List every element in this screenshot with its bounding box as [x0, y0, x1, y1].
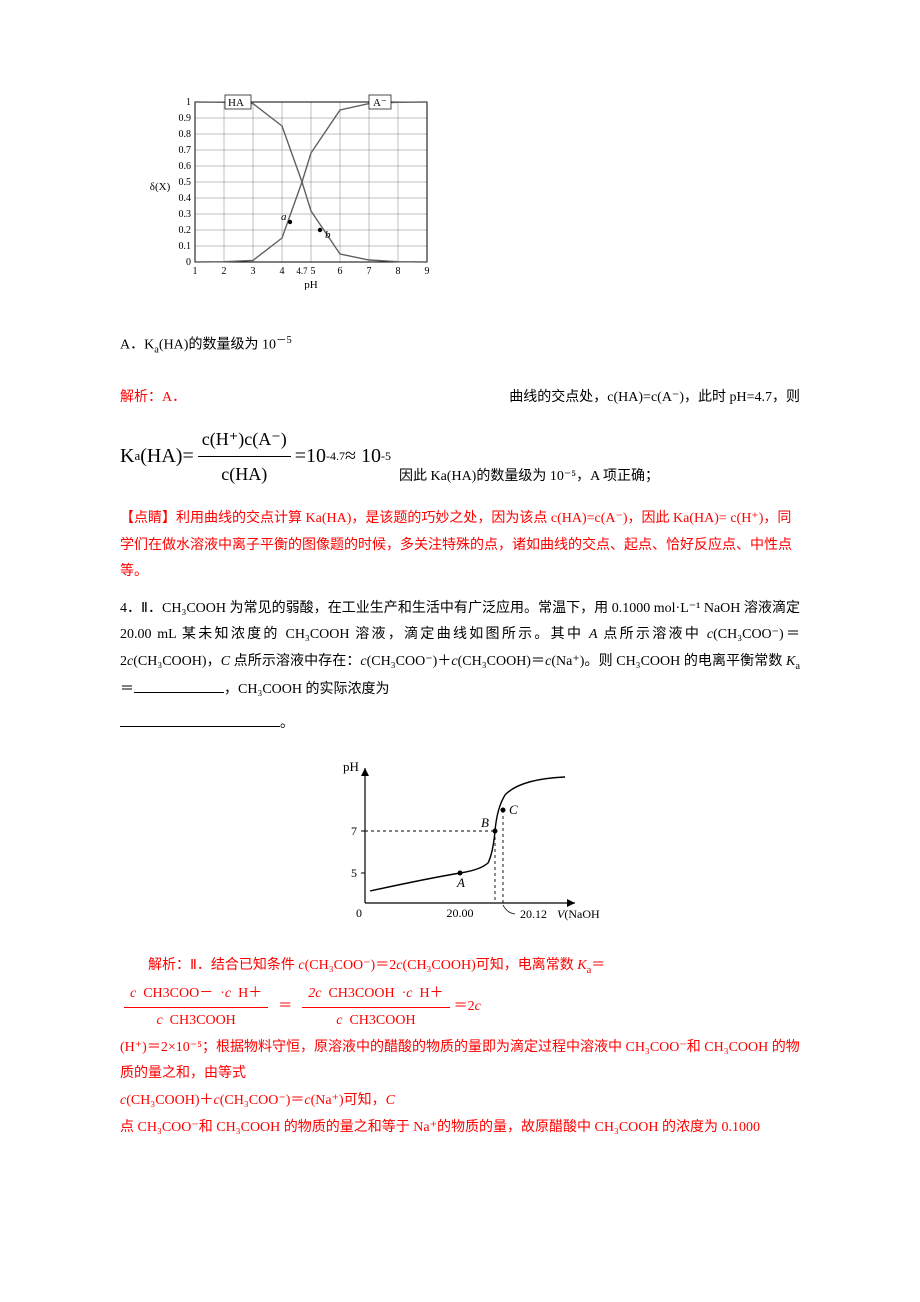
label-a-minus: A⁻ [373, 97, 387, 109]
svg-text:0.5: 0.5 [179, 177, 192, 188]
ka-fraction-1: c CH3COO－ ·c H＋ c CH3COOH [124, 981, 268, 1035]
point-b-label: b [325, 229, 331, 241]
ka-formula-row: Ka (HA)= c(H⁺)c(A⁻) c(HA) =10-4.7 ≈ 10-5… [120, 422, 800, 491]
fraction-vs-ph-chart: HA A⁻ a b 0 0.1 0.2 0.3 0.4 0.5 0.6 [150, 90, 450, 290]
svg-text:0.3: 0.3 [179, 209, 192, 220]
svg-text:0: 0 [186, 257, 191, 268]
svg-text:6: 6 [338, 266, 343, 277]
solution-header: 解析：A． 曲线的交点处，c(HA)=c(A⁻)，此时 pH=4.7，则 [120, 385, 800, 412]
svg-text:2: 2 [222, 266, 227, 277]
svg-text:0.8: 0.8 [179, 129, 192, 140]
chart1-container: HA A⁻ a b 0 0.1 0.2 0.3 0.4 0.5 0.6 [150, 90, 800, 301]
ka-formula: Ka (HA)= c(H⁺)c(A⁻) c(HA) =10-4.7 ≈ 10-5 [120, 422, 391, 491]
titration-point-b: B [481, 815, 489, 830]
x-tick-4-7: 4.7 [296, 266, 308, 276]
solution-2: 解析：Ⅱ．结合已知条件 c(CH₃COO⁻)＝2c(CH₃COOH)可知，电离常… [120, 953, 800, 1141]
svg-text:8: 8 [396, 266, 401, 277]
svg-text:20.00: 20.00 [447, 906, 474, 920]
svg-text:0.9: 0.9 [179, 113, 192, 124]
svg-text:1: 1 [186, 97, 191, 108]
svg-text:5: 5 [311, 266, 316, 277]
svg-text:1: 1 [193, 266, 198, 277]
ka-fraction-2: 2c CH3COOH ·c H＋ c CH3COOH [302, 981, 449, 1035]
point-a-label: a [281, 211, 287, 223]
formula-tail: 因此 Ka(HA)的数量级为 10⁻⁵，A 项正确； [399, 464, 659, 491]
titration-curve [370, 777, 565, 891]
svg-text:0.2: 0.2 [179, 225, 192, 236]
question-4: 4．Ⅱ．CH₃COOH 为常见的弱酸，在工业生产和生活中有广泛应用。常温下，用 … [120, 596, 800, 704]
svg-text:20.12: 20.12 [520, 907, 547, 921]
y-axis-label: δ(X) [150, 181, 171, 193]
question-4-blank-line: 。 [120, 711, 800, 738]
x-axis-label: pH [304, 279, 318, 290]
svg-text:7: 7 [367, 266, 372, 277]
svg-text:7: 7 [351, 824, 357, 838]
svg-text:0.7: 0.7 [179, 145, 192, 156]
svg-text:4: 4 [280, 266, 285, 277]
option-a: A．Ka(HA)的数量级为 10－5 [120, 331, 800, 360]
titration-point-c: C [509, 802, 518, 817]
solution-label: 解析：A． [120, 385, 186, 412]
document-page: HA A⁻ a b 0 0.1 0.2 0.3 0.4 0.5 0.6 [0, 0, 920, 1302]
svg-text:3: 3 [251, 266, 256, 277]
svg-text:0.6: 0.6 [179, 161, 192, 172]
hint-label: 【点睛】 [120, 511, 176, 526]
titration-y-label: pH [343, 759, 359, 774]
svg-text:0.1: 0.1 [179, 241, 192, 252]
hint-body: 利用曲线的交点计算 Ka(HA)，是该题的巧妙之处，因为该点 c(HA)=c(A… [120, 511, 792, 579]
hint-block: 【点睛】利用曲线的交点计算 Ka(HA)，是该题的巧妙之处，因为该点 c(HA)… [120, 506, 800, 586]
svg-text:0.4: 0.4 [179, 193, 192, 204]
label-ha: HA [228, 97, 244, 109]
svg-text:0: 0 [356, 906, 362, 920]
solution2-label: 解析： [148, 958, 190, 973]
titration-point-a: A [456, 875, 465, 890]
titration-curve-chart: A B C 7 5 0 20.00 20.12 pH V(NaOH)/mL [320, 758, 600, 928]
titration-x-label: V(NaOH)/mL [557, 907, 600, 921]
solution-intro-text: 曲线的交点处，c(HA)=c(A⁻)，此时 pH=4.7，则 [509, 385, 800, 412]
chart2-container: A B C 7 5 0 20.00 20.12 pH V(NaOH)/mL [120, 758, 800, 928]
svg-text:5: 5 [351, 866, 357, 880]
svg-text:9: 9 [425, 266, 430, 277]
